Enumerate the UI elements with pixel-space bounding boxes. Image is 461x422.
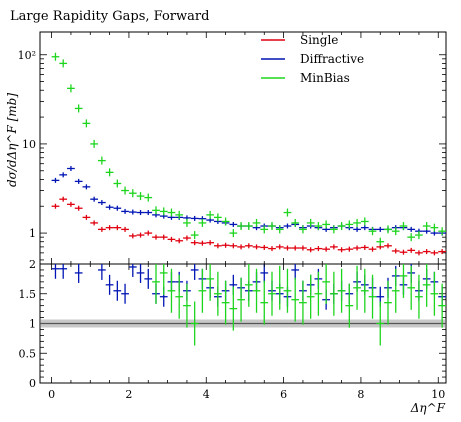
x-tick-label: 10 [431, 388, 445, 401]
y-axis-label: dσ/dΔη^F [mb] [5, 93, 19, 187]
chart-title: Large Rapidity Gaps, Forward [10, 9, 209, 24]
x-tick-label: 0 [48, 388, 55, 401]
y-tick-label: 0.5 [19, 347, 37, 360]
y-tick-label: 2 [29, 258, 36, 271]
y-tick-label: 1.5 [19, 288, 37, 301]
x-axis-label: Δη^F [410, 401, 446, 415]
x-tick-label: 4 [203, 388, 210, 401]
main-plot: 1 10 10² [18, 31, 447, 265]
legend-label-single: Single [300, 33, 338, 47]
legend-label-diffractive: Diffractive [300, 52, 364, 66]
series-single [51, 196, 446, 256]
y-tick-label: 1 [29, 227, 36, 240]
y-tick-label: 10 [22, 138, 36, 151]
x-tick-label: 2 [125, 388, 132, 401]
ratio-plot: 0 0.5 1 1.5 2 [19, 258, 447, 390]
y-tick-label: 10² [18, 49, 36, 62]
y-tick-label: 1 [29, 318, 36, 331]
y-tick-label: 0 [29, 377, 36, 390]
legend: Single Diffractive MinBias [261, 33, 364, 85]
legend-label-minbias: MinBias [300, 71, 350, 85]
series-minbias [51, 52, 446, 246]
ratio-series-minbias [152, 264, 446, 346]
x-tick-label: 8 [357, 388, 364, 401]
x-tick-label: 6 [280, 388, 287, 401]
